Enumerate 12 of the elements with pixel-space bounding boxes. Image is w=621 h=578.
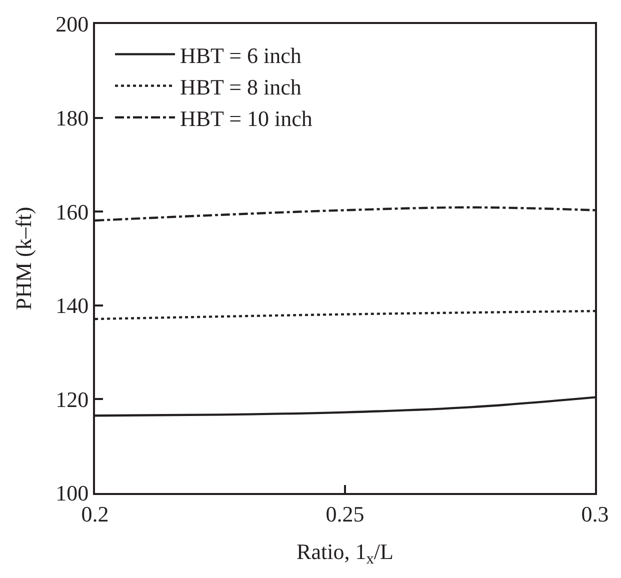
- x-axis-title: Ratio, 1$_{x}$/L: [296, 538, 394, 568]
- legend-label: HBT = 10 inch: [180, 106, 312, 131]
- y-tick-label: 180: [56, 106, 89, 130]
- y-tick-label: 120: [56, 386, 89, 412]
- y-tick-label: 200: [56, 12, 89, 37]
- legend-label: HBT = 6 inch: [180, 42, 302, 68]
- y-tick-label: 140: [56, 293, 89, 318]
- y-axis-title: PHM (k–ft): [10, 206, 36, 310]
- y-tick-label: 160: [56, 199, 89, 224]
- x-tick-label: 0.3: [581, 501, 609, 526]
- legend-label: HBT = 8 inch: [180, 74, 302, 100]
- x-tick-label: 0.25: [326, 501, 364, 526]
